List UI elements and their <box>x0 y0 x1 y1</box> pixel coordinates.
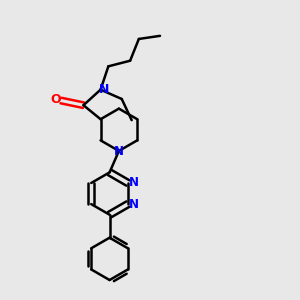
Text: O: O <box>50 93 61 106</box>
Text: N: N <box>98 82 109 95</box>
Text: N: N <box>114 145 124 158</box>
Text: N: N <box>129 176 139 190</box>
Text: N: N <box>129 198 139 211</box>
